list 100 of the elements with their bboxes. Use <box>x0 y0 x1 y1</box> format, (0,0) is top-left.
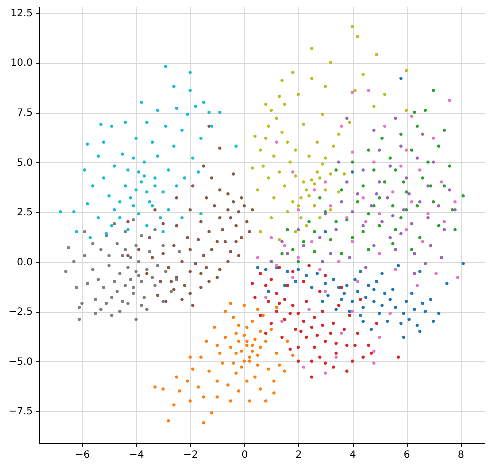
point <box>275 140 278 144</box>
point <box>367 212 370 216</box>
y-tick-label: 7.5 <box>17 108 33 120</box>
point <box>388 164 392 168</box>
point <box>432 136 436 140</box>
point <box>416 124 420 128</box>
point <box>421 176 424 180</box>
point <box>296 260 300 264</box>
x-tick-label: −6 <box>75 450 90 461</box>
point <box>416 284 420 288</box>
point <box>421 240 424 244</box>
point <box>426 216 430 220</box>
point <box>442 184 446 188</box>
point <box>348 256 352 260</box>
point <box>362 230 365 234</box>
point <box>340 332 344 336</box>
point <box>292 248 295 252</box>
point <box>426 160 430 164</box>
y-tick-label: 5.0 <box>17 158 33 169</box>
point <box>340 124 344 128</box>
point <box>302 366 306 369</box>
point <box>432 160 436 164</box>
point <box>350 310 354 314</box>
x-tick-label: 6 <box>404 450 410 461</box>
point <box>432 89 436 92</box>
point <box>450 208 454 212</box>
point <box>372 160 376 164</box>
point <box>424 108 428 112</box>
x-tick-label: 8 <box>458 450 464 461</box>
point <box>378 196 382 200</box>
point <box>421 132 424 136</box>
point <box>400 164 403 168</box>
point <box>334 168 338 172</box>
point <box>442 128 446 132</box>
point <box>394 116 398 120</box>
point <box>329 252 333 256</box>
point <box>364 220 368 224</box>
point <box>318 196 322 200</box>
point <box>329 204 333 208</box>
point <box>388 156 392 160</box>
point <box>308 220 311 224</box>
point <box>367 89 370 92</box>
point <box>383 124 387 128</box>
point <box>324 180 328 184</box>
point <box>442 220 446 224</box>
point <box>380 220 384 224</box>
point <box>313 188 316 192</box>
point <box>313 230 316 234</box>
point <box>416 156 420 160</box>
x-tick-label: 4 <box>350 450 356 461</box>
point <box>440 256 444 260</box>
point <box>329 238 333 242</box>
point <box>388 312 392 316</box>
point <box>350 91 354 94</box>
point <box>392 214 395 218</box>
point <box>394 228 398 232</box>
point <box>364 266 368 270</box>
point <box>356 280 360 284</box>
point <box>432 200 436 204</box>
point <box>383 180 387 184</box>
point <box>448 188 452 192</box>
point <box>302 240 306 244</box>
point <box>350 160 354 164</box>
x-tick-label: −4 <box>129 450 144 461</box>
point <box>372 350 376 353</box>
point <box>367 148 370 152</box>
point <box>418 200 422 204</box>
point <box>356 200 360 204</box>
point <box>280 252 284 256</box>
point <box>296 208 300 212</box>
point <box>386 196 390 200</box>
point <box>405 190 408 194</box>
point <box>392 190 395 194</box>
point <box>372 204 376 208</box>
point <box>378 336 382 340</box>
point <box>380 136 384 140</box>
point <box>454 200 457 204</box>
point <box>405 228 408 232</box>
point <box>283 244 287 248</box>
point <box>256 256 260 260</box>
point <box>408 192 411 196</box>
point <box>350 150 354 154</box>
point <box>372 168 376 172</box>
point <box>454 228 457 232</box>
point <box>448 164 452 168</box>
point <box>337 260 341 264</box>
point <box>418 168 422 172</box>
point <box>429 244 433 248</box>
point <box>375 192 378 196</box>
y-tick-label: 10.0 <box>10 58 33 70</box>
y-tick-label: −2.5 <box>8 307 33 318</box>
point <box>346 180 349 184</box>
point <box>313 250 316 254</box>
point <box>454 208 457 212</box>
point <box>370 204 374 208</box>
point <box>350 236 354 240</box>
point <box>340 200 344 204</box>
point <box>367 248 370 252</box>
point <box>362 168 365 172</box>
point <box>402 180 406 184</box>
